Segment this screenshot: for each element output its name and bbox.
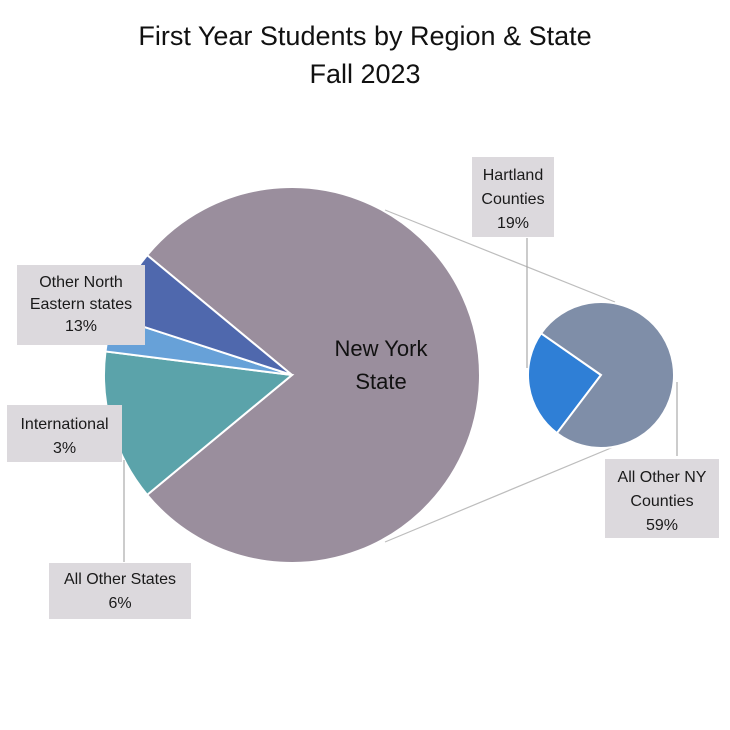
chart-title: First Year Students by Region & State [138,21,592,51]
label-box-intl [7,405,122,462]
label-nys-line-1: New York [335,336,429,361]
label-aos-line-2: 6% [108,595,131,612]
connector-line-top [384,209,616,303]
label-nys-line-2: State [355,369,406,394]
slice-nys [145,186,481,564]
label-hart-line-3: 19% [497,215,529,232]
label-hart-line-1: Hartland [483,167,543,184]
label-box-oth [605,459,719,538]
label-ne-line-1: Other North [39,274,123,291]
label-box-hart [472,157,554,237]
label-oth-line-2: Counties [630,493,693,510]
label-hart-line-2: Counties [481,191,544,208]
connector-line-bottom [384,437,636,543]
slice-oth [539,301,675,449]
label-oth-line-1: All Other NY [618,469,707,486]
label-box-ne [17,265,145,345]
label-ne-line-2: Eastern states [30,296,132,313]
slice-hart [527,331,603,435]
label-ne-line-3: 13% [65,318,97,335]
label-intl-line-1: International [20,416,108,433]
label-aos-line-1: All Other States [64,571,176,588]
label-box-aos [49,563,191,619]
label-intl-line-2: 3% [53,440,76,457]
label-oth-line-3: 59% [646,517,678,534]
chart-subtitle: Fall 2023 [309,59,421,89]
